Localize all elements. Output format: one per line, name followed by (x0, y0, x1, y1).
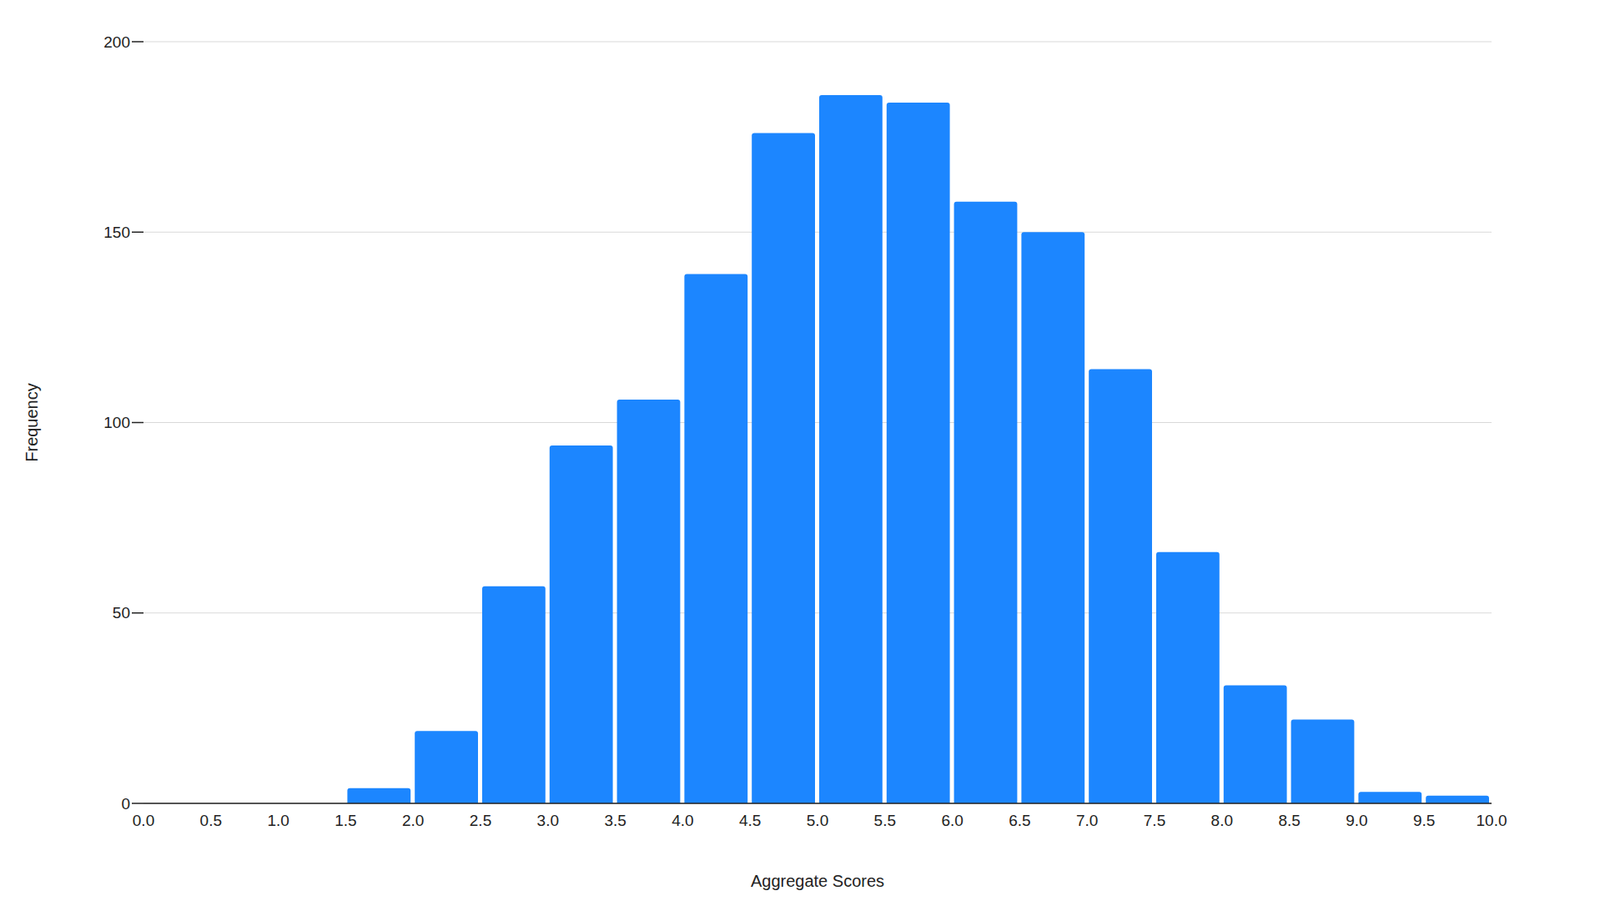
svg-text:4.0: 4.0 (671, 811, 694, 830)
svg-text:0: 0 (120, 794, 131, 813)
svg-text:6.0: 6.0 (940, 811, 963, 830)
svg-text:5.5: 5.5 (874, 811, 896, 830)
svg-text:2.5: 2.5 (469, 811, 492, 830)
svg-text:200: 200 (103, 33, 131, 51)
svg-text:9.5: 9.5 (1413, 811, 1435, 830)
svg-text:150: 150 (103, 223, 131, 242)
svg-text:9.0: 9.0 (1345, 811, 1368, 830)
svg-text:3.5: 3.5 (603, 811, 626, 830)
svg-text:100: 100 (103, 413, 131, 432)
svg-text:0.0: 0.0 (132, 811, 155, 830)
svg-text:1.0: 1.0 (266, 811, 289, 830)
svg-text:50: 50 (112, 603, 131, 622)
svg-text:3.0: 3.0 (537, 811, 559, 830)
svg-text:8.5: 8.5 (1277, 811, 1300, 830)
svg-text:10.0: 10.0 (1476, 811, 1508, 830)
svg-text:8.0: 8.0 (1211, 811, 1233, 830)
svg-text:7.0: 7.0 (1076, 811, 1098, 830)
svg-text:1.5: 1.5 (334, 811, 357, 830)
svg-text:Frequency: Frequency (22, 382, 41, 463)
svg-text:2.0: 2.0 (402, 811, 424, 830)
svg-text:7.5: 7.5 (1143, 811, 1166, 830)
svg-text:0.5: 0.5 (200, 811, 222, 830)
svg-text:4.5: 4.5 (739, 811, 761, 830)
svg-text:6.5: 6.5 (1008, 811, 1031, 830)
svg-text:5.0: 5.0 (806, 811, 829, 830)
svg-text:Aggregate Scores: Aggregate Scores (750, 871, 885, 891)
